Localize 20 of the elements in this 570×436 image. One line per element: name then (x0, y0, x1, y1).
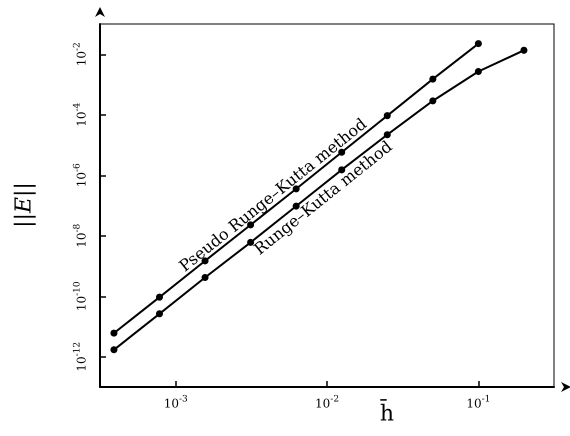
y-tick-label: 10-4 (72, 102, 88, 127)
point (520, 46, 528, 54)
y-tick-label: 10-12 (72, 342, 88, 372)
point (474, 68, 482, 75)
y-axis-title: ||E|| (12, 182, 36, 228)
y-tick-label: 10-6 (72, 162, 88, 188)
point (110, 330, 118, 337)
point (474, 40, 482, 48)
point (156, 310, 163, 318)
y-tick-label: 10-8 (72, 223, 88, 248)
x-axis-title: h̄ (380, 398, 394, 426)
point (429, 76, 436, 83)
point (156, 294, 163, 301)
y-tick-label: 10-2 (72, 42, 88, 66)
point (429, 97, 436, 104)
y-tick-label: 10-10 (72, 281, 88, 312)
point (384, 131, 391, 138)
point (384, 112, 391, 120)
point (202, 274, 209, 281)
point (110, 346, 118, 354)
